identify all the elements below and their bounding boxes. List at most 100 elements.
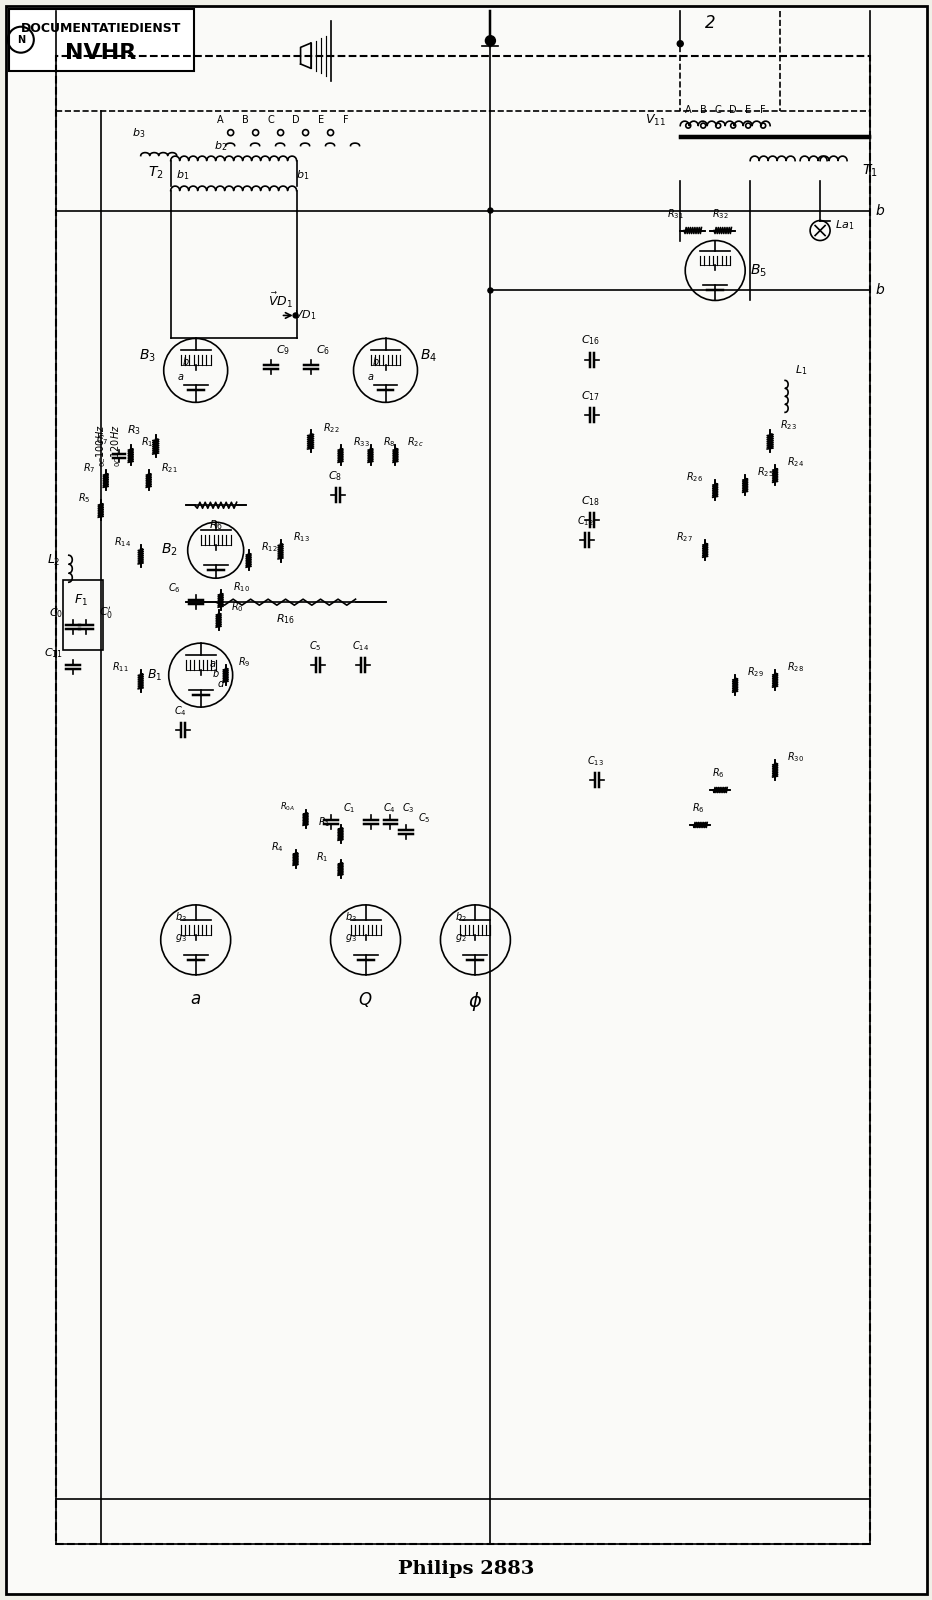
Text: NVHR: NVHR: [65, 43, 136, 62]
Text: b: b: [212, 669, 219, 678]
Text: $C_6$: $C_6$: [316, 344, 330, 357]
Text: $L_2$: $L_2$: [48, 552, 61, 568]
Text: $R_{16}$: $R_{16}$: [276, 613, 295, 626]
Text: $C_9$: $C_9$: [276, 344, 290, 357]
Text: b: b: [875, 283, 884, 298]
Text: E: E: [318, 115, 323, 125]
Circle shape: [486, 35, 496, 46]
Text: d: d: [217, 678, 224, 690]
Text: $b_2$: $b_2$: [455, 910, 466, 923]
Text: $R_{28}$: $R_{28}$: [788, 661, 804, 674]
Text: $g_2$: $g_2$: [455, 931, 466, 944]
Text: D: D: [292, 115, 299, 125]
Text: D: D: [730, 104, 737, 115]
Text: $b_2$: $b_2$: [214, 139, 227, 152]
Text: a: a: [178, 373, 184, 382]
Text: C: C: [267, 115, 274, 125]
Text: $g_3$: $g_3$: [345, 931, 357, 944]
Text: $C_4$: $C_4$: [382, 802, 395, 814]
Text: $C_{18}$: $C_{18}$: [581, 494, 600, 509]
Text: $R_8$: $R_8$: [382, 435, 395, 450]
Text: $C_{16}$: $C_{16}$: [581, 334, 600, 347]
Text: $C_3$: $C_3$: [403, 802, 415, 814]
Text: $C_5$: $C_5$: [418, 811, 431, 826]
Text: $T_1$: $T_1$: [862, 162, 878, 179]
Text: $a$: $a$: [190, 990, 201, 1008]
Text: $L_1$: $L_1$: [795, 363, 807, 378]
Text: Philips 2883: Philips 2883: [398, 1560, 535, 1578]
Text: $C_4$: $C_4$: [174, 704, 187, 718]
Text: $\phi$: $\phi$: [468, 990, 483, 1013]
Text: $C_5$: $C_5$: [309, 640, 322, 653]
Text: $R_{0A}$: $R_{0A}$: [281, 800, 295, 813]
Text: E: E: [745, 104, 751, 115]
Text: $C_{17}$: $C_{17}$: [581, 389, 600, 403]
Text: b: b: [373, 357, 378, 368]
Text: C: C: [715, 104, 721, 115]
Text: $\vec{V}D_1$: $\vec{V}D_1$: [268, 291, 293, 310]
Text: $B_1$: $B_1$: [147, 667, 163, 683]
Text: $R_{10}$: $R_{10}$: [141, 435, 158, 450]
Text: $Q$: $Q$: [358, 990, 373, 1010]
Text: B: B: [700, 104, 706, 115]
Text: $C_1$: $C_1$: [343, 802, 355, 814]
Text: $R_{31}$: $R_{31}$: [667, 206, 683, 221]
Text: b: b: [875, 203, 884, 218]
Text: A: A: [685, 104, 692, 115]
Bar: [62, 581, 103, 650]
Circle shape: [678, 40, 683, 46]
Text: $R_9$: $R_9$: [238, 656, 250, 669]
Text: N: N: [17, 35, 25, 45]
Text: $C_{11}$: $C_{11}$: [44, 646, 62, 661]
Text: $VD_1$: $VD_1$: [295, 309, 317, 322]
Text: $R_1$: $R_1$: [318, 814, 331, 829]
Text: $V_{11}$: $V_{11}$: [645, 114, 665, 128]
FancyBboxPatch shape: [8, 8, 194, 70]
Text: $R_{24}$: $R_{24}$: [788, 456, 804, 469]
Text: $R_4$: $R_4$: [271, 840, 283, 854]
Text: $R_{14}$: $R_{14}$: [114, 536, 130, 549]
Text: $R_{32}$: $R_{32}$: [712, 206, 729, 221]
Text: $R_5$: $R_5$: [78, 491, 90, 506]
Text: b: b: [183, 357, 189, 368]
Text: $b_3$: $b_3$: [174, 910, 186, 923]
Text: $R_7$: $R_7$: [83, 461, 96, 475]
Text: $R_{22}$: $R_{22}$: [322, 421, 339, 435]
Text: $_{0C}100Hz$: $_{0C}100Hz$: [94, 424, 108, 467]
Text: DOCUMENTATIEDIENST: DOCUMENTATIEDIENST: [21, 22, 181, 35]
Text: $B_2$: $B_2$: [161, 542, 178, 558]
Text: 2: 2: [705, 14, 716, 32]
Text: $R_{11}$: $R_{11}$: [112, 661, 129, 674]
Text: $F_1$: $F_1$: [74, 592, 88, 608]
Circle shape: [488, 288, 493, 293]
Text: $B_4$: $B_4$: [420, 347, 437, 363]
Text: F: F: [343, 115, 349, 125]
Text: $T_2$: $T_2$: [148, 165, 163, 181]
Text: $C_7$: $C_7$: [96, 434, 109, 448]
Text: $g_3$: $g_3$: [174, 931, 186, 944]
Text: $R_3$: $R_3$: [127, 424, 141, 437]
Bar: [56, 56, 870, 1544]
Text: $C_{14}$: $C_{14}$: [352, 640, 369, 653]
Text: $R_{26}$: $R_{26}$: [686, 470, 704, 485]
Text: $R_{21}$: $R_{21}$: [160, 461, 177, 475]
Text: a: a: [210, 659, 215, 669]
Text: a: a: [367, 373, 374, 382]
Text: $R_{29}$: $R_{29}$: [747, 666, 764, 678]
Text: $C_0'$: $C_0'$: [99, 605, 113, 621]
FancyBboxPatch shape: [6, 6, 927, 1594]
Text: $R_{25}$: $R_{25}$: [757, 466, 774, 480]
Text: $R_{13}$: $R_{13}$: [293, 530, 309, 544]
Text: F: F: [761, 104, 766, 115]
Text: $C_8$: $C_8$: [328, 469, 343, 483]
Circle shape: [293, 314, 298, 318]
Text: $C_{13}$: $C_{13}$: [587, 754, 604, 768]
Text: $C_6$: $C_6$: [168, 581, 181, 595]
Text: $R_{10}$: $R_{10}$: [233, 581, 250, 594]
Text: $C_0$: $C_0$: [48, 606, 62, 621]
Text: $R_{23}$: $R_{23}$: [780, 419, 797, 432]
Text: $C_{12}$: $C_{12}$: [577, 515, 594, 528]
Text: $B_3$: $B_3$: [139, 347, 156, 363]
Text: $La_1$: $La_1$: [835, 219, 855, 232]
Text: $B_5$: $B_5$: [750, 262, 767, 278]
